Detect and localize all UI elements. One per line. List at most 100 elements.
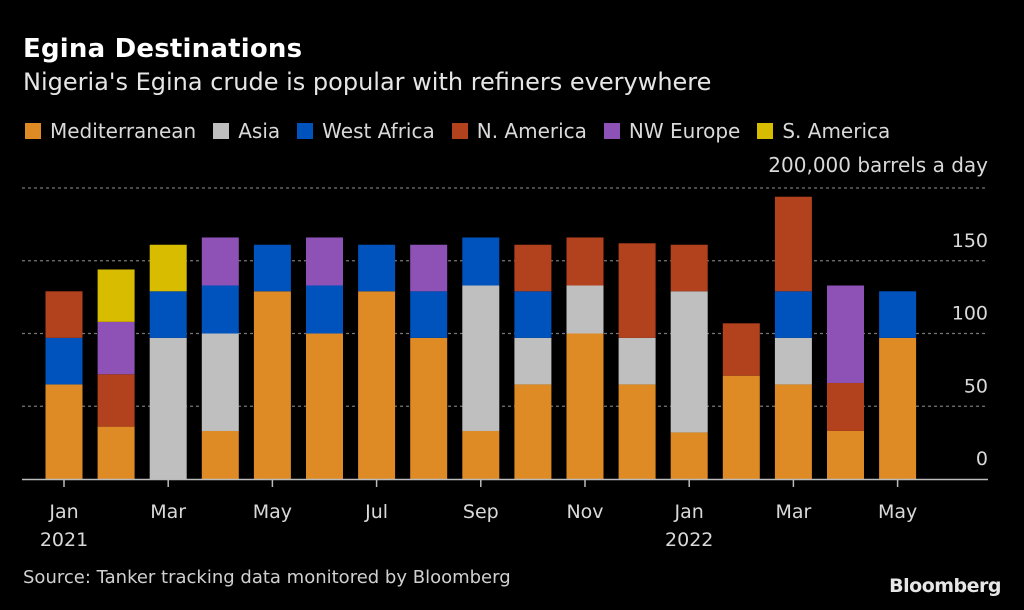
y-tick-label: 50 xyxy=(964,375,988,397)
x-tick-label: May xyxy=(253,501,292,523)
bar-segment-mediterranean xyxy=(201,430,239,479)
x-tick-label: Mar xyxy=(775,501,811,523)
legend-item-n-america: N. America xyxy=(451,119,587,143)
legend-label: Mediterranean xyxy=(50,119,197,143)
bar-stack xyxy=(462,237,500,479)
legend-swatch-n-america xyxy=(451,123,468,139)
bar-segment-s-america xyxy=(149,244,187,292)
bar-segment-mediterranean xyxy=(514,384,552,479)
bar-segment-west-africa xyxy=(410,291,448,338)
bar-segment-mediterranean xyxy=(670,432,708,479)
bar-segment-mediterranean xyxy=(879,337,917,479)
bar-segment-n-america xyxy=(45,291,83,338)
bar-stack xyxy=(722,323,760,479)
bar-stack xyxy=(410,244,448,479)
legend-swatch-asia xyxy=(213,123,230,139)
bar-segment-west-africa xyxy=(879,291,917,338)
legend-swatch-mediterranean xyxy=(25,123,41,139)
legend-label: West Africa xyxy=(322,119,435,143)
y-tick-label: 100 xyxy=(952,303,988,325)
bar-stack xyxy=(514,244,552,479)
bar-stack xyxy=(774,196,812,479)
chart-subtitle: Nigeria's Egina crude is popular with re… xyxy=(23,68,712,96)
bar-segment-asia xyxy=(514,337,552,385)
legend-item-s-america: S. America xyxy=(757,119,890,143)
bar-segment-mediterranean xyxy=(45,384,83,479)
bar-segment-asia xyxy=(670,291,708,433)
source-note: Source: Tanker tracking data monitored b… xyxy=(23,567,511,588)
legend-swatch-west-africa xyxy=(297,123,314,139)
x-tick-year-label: 2022 xyxy=(665,529,713,551)
bloomberg-logo: Bloomberg xyxy=(889,575,1001,597)
bar-stack xyxy=(97,269,135,479)
bar-segment-mediterranean xyxy=(410,337,448,479)
y-axis-labels: 0 50 100 150 xyxy=(952,230,988,470)
bar-segment-nw-europe xyxy=(306,237,343,286)
legend-swatch-nw-europe xyxy=(603,123,620,139)
legend-label: S. America xyxy=(782,119,891,143)
bar-stack xyxy=(670,244,708,479)
x-tick-label: Nov xyxy=(566,501,603,523)
y-tick-label: 0 xyxy=(976,448,988,470)
bar-segment-west-africa xyxy=(306,285,343,334)
bar-segment-n-america xyxy=(722,323,760,376)
bar-segment-asia xyxy=(774,337,812,385)
bar-segment-nw-europe xyxy=(97,321,135,375)
bar-segment-west-africa xyxy=(462,237,500,286)
bar-segment-mediterranean xyxy=(618,384,656,479)
legend-item-asia: Asia xyxy=(213,119,280,143)
bar-stack xyxy=(827,285,864,479)
bar-segment-nw-europe xyxy=(201,237,239,286)
bars xyxy=(45,196,917,479)
bar-segment-nw-europe xyxy=(410,244,448,292)
bar-stack xyxy=(879,291,917,479)
x-axis xyxy=(22,478,988,487)
bar-segment-mediterranean xyxy=(97,426,135,479)
bar-segment-west-africa xyxy=(774,291,812,338)
bar-segment-asia xyxy=(149,337,187,479)
x-tick-label: Mar xyxy=(150,501,186,523)
bar-segment-mediterranean xyxy=(253,291,291,479)
x-tick-label: Jul xyxy=(364,501,388,523)
bar-segment-n-america xyxy=(827,382,864,431)
bar-segment-mediterranean xyxy=(566,333,604,479)
bar-segment-mediterranean xyxy=(827,430,864,479)
legend-item-west-africa: West Africa xyxy=(297,119,435,143)
x-tick-label: Jan xyxy=(48,501,78,523)
legend: Mediterranean Asia West Africa N. Americ… xyxy=(25,119,907,143)
x-tick-label: May xyxy=(878,501,917,523)
bar-segment-mediterranean xyxy=(774,384,812,479)
x-tick-label: Jan xyxy=(674,501,704,523)
bar-segment-n-america xyxy=(566,237,604,286)
bar-segment-asia xyxy=(462,285,500,431)
bar-segment-mediterranean xyxy=(306,333,343,479)
legend-label: Asia xyxy=(238,119,281,143)
bar-stack xyxy=(566,237,604,479)
x-tick-label: Sep xyxy=(463,501,499,523)
bar-segment-mediterranean xyxy=(462,430,500,479)
bar-stack xyxy=(253,244,291,479)
bar-segment-asia xyxy=(618,337,656,385)
bar-segment-west-africa xyxy=(253,244,291,292)
bar-segment-west-africa xyxy=(514,291,552,338)
x-axis-labels: Jan 2021 Mar May Jul Sep Nov Jan 2022 Mar May xyxy=(40,501,917,551)
bar-stack xyxy=(358,244,396,479)
bar-segment-west-africa xyxy=(45,337,83,385)
bar-stack xyxy=(306,237,343,479)
bar-segment-asia xyxy=(566,285,604,334)
bar-segment-s-america xyxy=(97,269,135,322)
bar-segment-west-africa xyxy=(149,291,187,338)
bar-segment-n-america xyxy=(774,196,812,292)
bar-segment-n-america xyxy=(97,374,135,427)
bar-segment-mediterranean xyxy=(722,375,760,479)
bar-stack xyxy=(201,237,239,479)
bar-stack xyxy=(618,243,656,479)
y-tick-label: 150 xyxy=(952,230,988,252)
legend-swatch-s-america xyxy=(757,123,774,139)
legend-label: NW Europe xyxy=(628,119,741,143)
bar-segment-n-america xyxy=(618,243,656,338)
chart-title: Egina Destinations xyxy=(23,34,303,64)
bar-stack xyxy=(45,291,83,479)
bar-segment-n-america xyxy=(670,244,708,292)
